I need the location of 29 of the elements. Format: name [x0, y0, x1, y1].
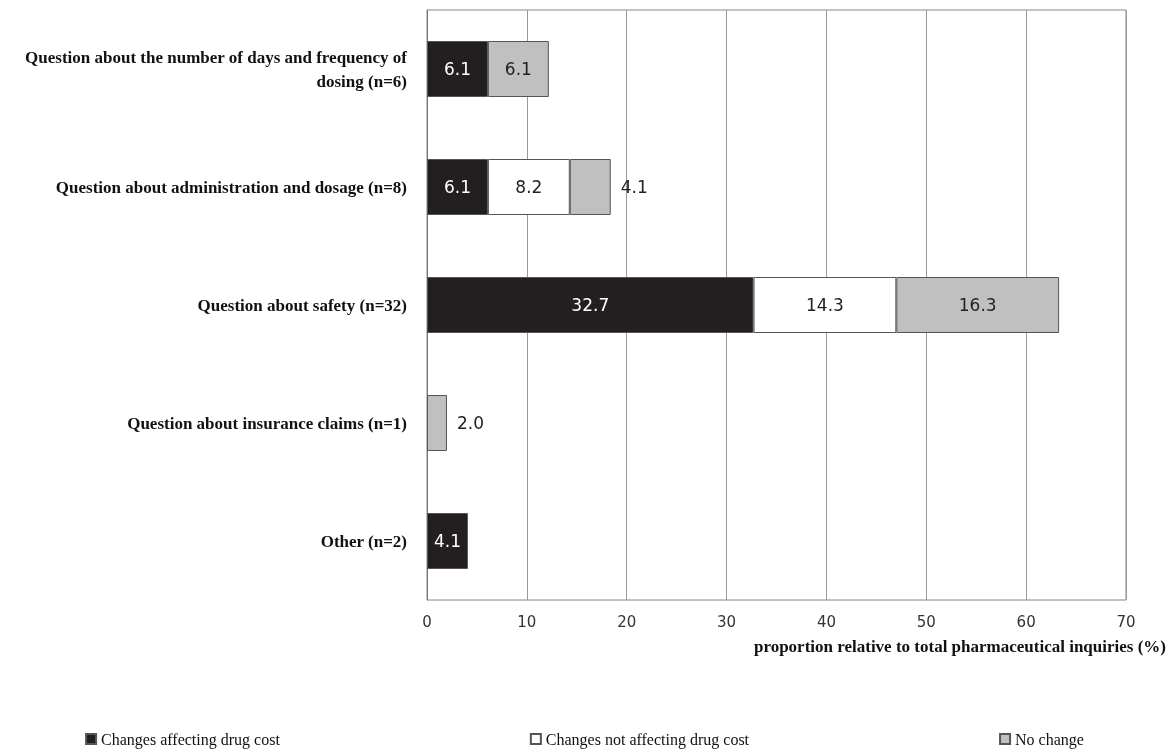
legend-label: Changes not affecting drug cost: [545, 730, 750, 749]
data-label: 14.3: [806, 295, 844, 315]
bar: [427, 395, 447, 451]
x-tick-label: 60: [1016, 612, 1036, 631]
x-tick-label: 40: [816, 612, 836, 631]
x-tick-label: 50: [916, 612, 936, 631]
y-tick-label: Question about safety (n=32): [197, 295, 407, 315]
x-tick-label: 30: [717, 612, 737, 631]
data-label: 6.1: [504, 59, 532, 79]
x-axis-title: proportion relative to total pharmaceutical inquiries (%): [753, 637, 1166, 656]
data-label: 4.1: [620, 177, 648, 197]
x-tick-label: 10: [517, 612, 537, 631]
y-tick-label: Other (n=2): [320, 531, 407, 551]
x-tick-label: 0: [422, 612, 432, 631]
legend-label: Changes affecting drug cost: [101, 730, 281, 749]
data-label: 6.1: [443, 177, 471, 197]
y-tick-label: Question about the number of days and frequency of dosing (n=6): [25, 47, 408, 91]
data-label: 6.1: [443, 59, 471, 79]
x-tick-label: 70: [1116, 612, 1136, 631]
data-label: 32.7: [571, 295, 610, 315]
x-tick-label: 20: [617, 612, 637, 631]
data-label: 4.1: [433, 531, 461, 551]
bar: [427, 513, 468, 569]
y-tick-label: Question about insurance claims (n=1): [127, 413, 407, 433]
legend-label: No change: [1015, 730, 1084, 749]
data-label: 8.2: [515, 177, 543, 197]
data-label: 16.3: [958, 295, 997, 315]
data-label: 2.0: [456, 413, 485, 433]
y-tick-label: Question about administration and dosage (n=8): [55, 177, 407, 197]
